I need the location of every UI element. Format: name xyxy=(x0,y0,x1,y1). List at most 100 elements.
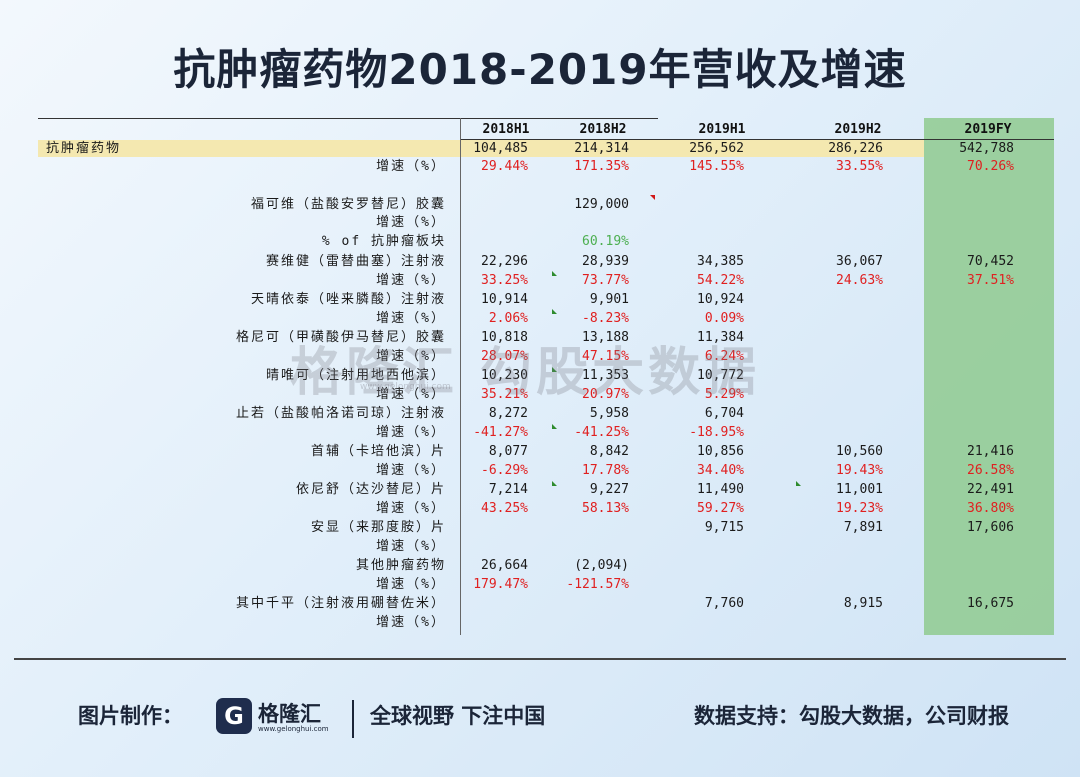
column-header: 2018H1 xyxy=(482,122,530,137)
footer-separator xyxy=(352,700,354,738)
value-cell: 10,818 xyxy=(481,330,528,345)
value-cell: 10,924 xyxy=(697,292,744,307)
value-cell: 10,914 xyxy=(481,292,528,307)
value-cell: 9,715 xyxy=(704,520,744,535)
growth-row-label: 增速（%） xyxy=(376,577,446,592)
value-cell: 129,000 xyxy=(574,197,629,212)
growth-cell: 29.44% xyxy=(481,159,528,174)
value-cell: 22,296 xyxy=(481,254,528,269)
growth-row-label: 增速（%） xyxy=(376,501,446,516)
growth-cell: 70.26% xyxy=(967,159,1014,174)
growth-cell: 43.25% xyxy=(481,501,528,516)
header-rule xyxy=(460,139,1054,140)
value-cell: 7,214 xyxy=(488,482,528,497)
value-cell: 8,272 xyxy=(488,406,528,421)
gelonghui-logo-icon: G xyxy=(216,698,252,734)
growth-cell: 73.77% xyxy=(582,273,629,288)
growth-cell: 20.97% xyxy=(582,387,629,402)
growth-cell: 34.40% xyxy=(697,463,744,478)
growth-cell: 19.43% xyxy=(836,463,883,478)
growth-cell: 179.47% xyxy=(473,577,528,592)
value-cell: 36,067 xyxy=(836,254,883,269)
value-cell: 11,353 xyxy=(582,368,629,383)
growth-cell: 28.07% xyxy=(481,349,528,364)
value-cell: 16,675 xyxy=(967,596,1014,611)
growth-cell: 17.78% xyxy=(582,463,629,478)
column-header: 2019FY xyxy=(964,122,1012,137)
growth-row-label: 增速（%） xyxy=(376,615,446,630)
value-cell: 28,939 xyxy=(582,254,629,269)
growth-cell: 2.06% xyxy=(488,311,528,326)
growth-cell: 5.29% xyxy=(704,387,744,402)
cell-comment-marker-icon xyxy=(650,195,655,200)
cell-note-marker-icon xyxy=(552,271,557,276)
growth-cell: 59.27% xyxy=(697,501,744,516)
column-header: 2019H1 xyxy=(698,122,746,137)
value-cell: 17,606 xyxy=(967,520,1014,535)
growth-cell: 171.35% xyxy=(574,159,629,174)
growth-row-label: 增速（%） xyxy=(376,159,446,174)
growth-row-label: 增速（%） xyxy=(376,349,446,364)
row-label: 晴唯可（注射用地西他滨） xyxy=(265,368,446,383)
growth-cell: 33.55% xyxy=(836,159,883,174)
growth-cell: -121.57% xyxy=(566,577,629,592)
growth-cell: -6.29% xyxy=(481,463,528,478)
value-cell: 11,001 xyxy=(836,482,883,497)
logo-name: 格隆汇 xyxy=(258,702,321,726)
value-cell: 9,901 xyxy=(589,292,629,307)
watermark: 格隆汇 勾股大数据 xyxy=(290,343,761,403)
value-cell: 8,077 xyxy=(488,444,528,459)
growth-cell: 145.55% xyxy=(689,159,744,174)
page-title: 抗肿瘤药物2018-2019年营收及增速 xyxy=(173,45,907,94)
footer-slogan: 全球视野 下注中国 xyxy=(370,704,546,728)
value-cell: 214,314 xyxy=(574,141,629,156)
cell-note-marker-icon xyxy=(796,481,801,486)
value-cell: 6,704 xyxy=(704,406,744,421)
row-label: 依尼舒（达沙替尼）片 xyxy=(295,482,446,497)
value-cell: 10,772 xyxy=(697,368,744,383)
growth-cell: -41.25% xyxy=(574,425,629,440)
value-cell: (2,094) xyxy=(574,558,629,573)
cell-note-marker-icon xyxy=(552,481,557,486)
row-label: 天晴依泰（唑来膦酸）注射液 xyxy=(250,292,446,307)
value-cell: 5,958 xyxy=(589,406,629,421)
row-label: 首辅（卡培他滨）片 xyxy=(310,444,446,459)
watermark-url: www.gelonghui.com xyxy=(360,382,451,392)
value-cell: 10,230 xyxy=(481,368,528,383)
value-cell: 13,188 xyxy=(582,330,629,345)
fy-column-highlight xyxy=(924,118,1054,635)
growth-row-label: 增速（%） xyxy=(376,311,446,326)
value-cell: 10,560 xyxy=(836,444,883,459)
row-label: 抗肿瘤药物 xyxy=(46,141,122,156)
growth-row-label: 增速（%） xyxy=(376,387,446,402)
row-label: 其中千平（注射液用硼替佐米） xyxy=(235,596,446,611)
table-top-rule xyxy=(38,118,658,119)
growth-cell: -8.23% xyxy=(582,311,629,326)
value-cell: 22,491 xyxy=(967,482,1014,497)
cell-note-marker-icon xyxy=(552,424,557,429)
growth-cell: 35.21% xyxy=(481,387,528,402)
growth-row-label: 增速（%） xyxy=(376,463,446,478)
value-cell: 256,562 xyxy=(689,141,744,156)
growth-cell: 36.80% xyxy=(967,501,1014,516)
growth-cell: 37.51% xyxy=(967,273,1014,288)
footer-source: 数据支持：勾股大数据，公司财报 xyxy=(694,704,1009,728)
growth-cell: 24.63% xyxy=(836,273,883,288)
cell-note-marker-icon xyxy=(552,309,557,314)
value-cell: 7,760 xyxy=(704,596,744,611)
value-cell: 34,385 xyxy=(697,254,744,269)
value-cell: 11,384 xyxy=(697,330,744,345)
growth-row-label: 增速（%） xyxy=(376,273,446,288)
value-cell: 11,490 xyxy=(697,482,744,497)
row-label: 止若（盐酸帕洛诺司琼）注射液 xyxy=(235,406,446,421)
footer-divider xyxy=(14,658,1066,660)
growth-cell: 47.15% xyxy=(582,349,629,364)
growth-row-label: 增速（%） xyxy=(376,215,446,230)
column-header: 2018H2 xyxy=(579,122,627,137)
growth-cell: 54.22% xyxy=(697,273,744,288)
value-cell: 10,856 xyxy=(697,444,744,459)
growth-row-label: 增速（%） xyxy=(376,425,446,440)
value-cell: 9,227 xyxy=(589,482,629,497)
row-label: % of 抗肿瘤板块 xyxy=(321,234,446,249)
logo-url: www.gelonghui.com xyxy=(258,725,329,733)
